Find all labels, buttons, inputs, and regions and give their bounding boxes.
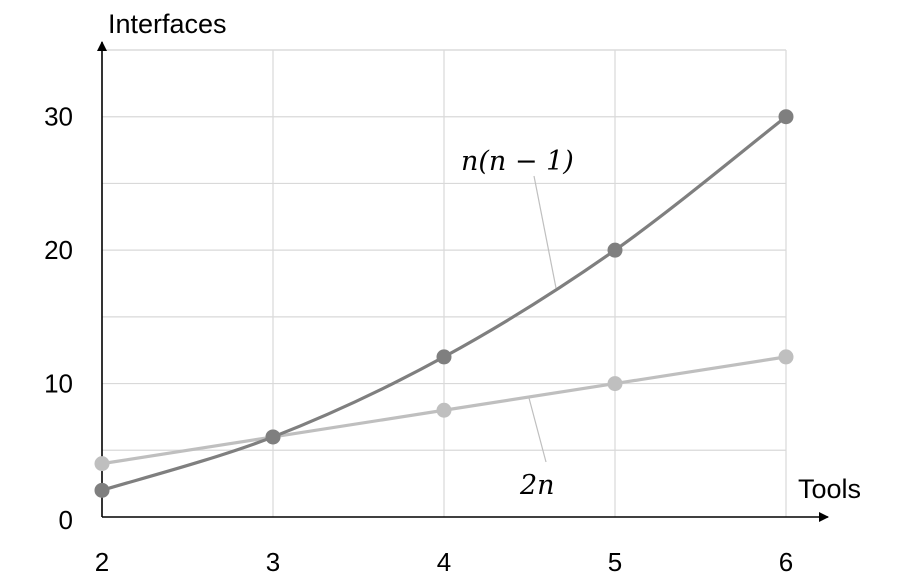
series-label-leader [528, 397, 547, 463]
y-axis-title: Interfaces [108, 9, 227, 39]
x-tick-label: 2 [95, 547, 109, 577]
data-point [436, 349, 452, 365]
grid [102, 49, 787, 517]
series-label: n(n − 1) [461, 146, 574, 177]
data-point [607, 242, 623, 258]
data-point [436, 402, 452, 418]
y-tick-label: 0 [59, 505, 73, 535]
tick-labels: 2 3 4 5 6 0 10 20 30 [44, 102, 793, 577]
series-label-leader [533, 175, 557, 289]
x-tick-label: 4 [437, 547, 451, 577]
y-tick-label: 30 [44, 102, 73, 132]
data-point [778, 109, 794, 125]
data-point [607, 376, 623, 392]
series-labels: n(n − 1) 2n [461, 146, 574, 501]
series-1 [94, 109, 794, 498]
series-label: 2n [519, 470, 555, 501]
x-axis-title: Tools [798, 474, 861, 504]
data-point [94, 482, 110, 498]
y-tick-label: 10 [44, 369, 73, 399]
data-point [778, 349, 794, 365]
data-point [265, 429, 281, 445]
data-point [94, 456, 110, 472]
x-tick-label: 6 [779, 547, 793, 577]
x-tick-label: 3 [266, 547, 280, 577]
y-tick-label: 20 [44, 235, 73, 265]
series-group [94, 109, 794, 498]
x-tick-label: 5 [608, 547, 622, 577]
axes [97, 41, 829, 522]
